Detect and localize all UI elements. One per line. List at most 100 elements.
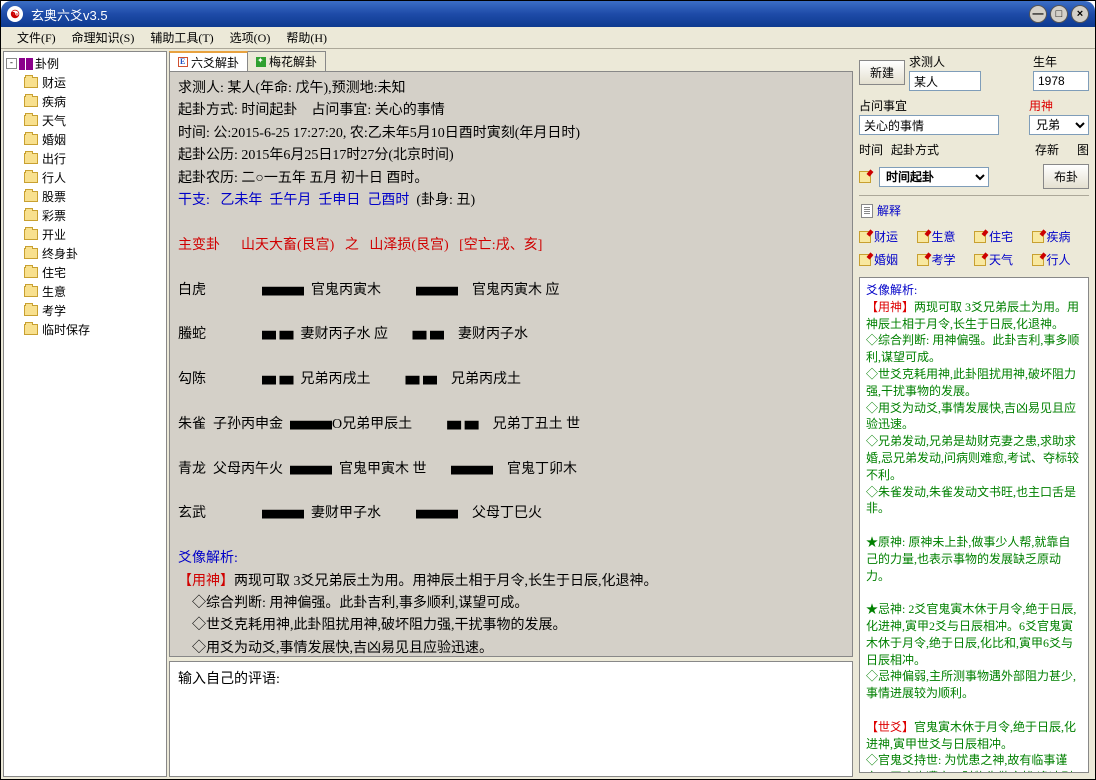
- app-icon: ☯: [7, 6, 23, 22]
- close-button[interactable]: ×: [1071, 5, 1089, 23]
- quicklink-2[interactable]: 住宅: [974, 225, 1032, 248]
- menu-help[interactable]: 帮助(H): [278, 27, 335, 48]
- folder-icon: [24, 153, 38, 164]
- doc-icon: [861, 204, 873, 218]
- tab-meihua-label: 梅花解卦: [269, 53, 317, 70]
- menu-options[interactable]: 选项(O): [222, 27, 279, 48]
- tree-item-5[interactable]: 行人: [24, 168, 164, 187]
- quicklink-1[interactable]: 生意: [917, 225, 975, 248]
- tree-item-label: 股票: [42, 188, 66, 205]
- out-l6c: (卦身: 丑): [416, 193, 475, 208]
- reqperson-input[interactable]: [909, 71, 981, 91]
- tree-item-label: 临时保存: [42, 321, 90, 338]
- hex-6: 玄武 ▅▅▅ 妻财甲子水 ▅▅▅ 父母丁巳火: [178, 506, 542, 521]
- tab-meihua-icon: [256, 57, 266, 67]
- note-icon: [859, 254, 871, 266]
- out-l4: 起卦公历: 2015年6月25日17时27分(北京时间): [178, 148, 454, 163]
- hex-1: 白虎 ▅▅▅ 官鬼丙寅木 ▅▅▅ 官鬼丙寅木 应: [178, 283, 560, 298]
- tab-liuyao[interactable]: 六爻解卦: [169, 51, 248, 71]
- quicklink-5[interactable]: 考学: [917, 248, 975, 271]
- ana-1b: 两现可取 3爻兄弟辰土为用。用神辰土相于月令,长生于日辰,化退神。: [234, 574, 658, 589]
- tree-item-3[interactable]: 婚姻: [24, 130, 164, 149]
- tree-root-label: 卦例: [35, 55, 59, 72]
- menu-file[interactable]: 文件(F): [9, 27, 64, 48]
- res-2: ◇综合判断: 用神偏强。此卦吉利,事多顺利,谋望可成。: [866, 333, 1079, 364]
- time-icon[interactable]: [859, 171, 871, 183]
- tree-item-13[interactable]: 临时保存: [24, 320, 164, 339]
- maximize-button[interactable]: □: [1050, 5, 1068, 23]
- folder-icon: [24, 267, 38, 278]
- content: - 卦例 财运疾病天气婚姻出行行人股票彩票开业终身卦住宅生意考学临时保存 六爻解…: [1, 49, 1095, 779]
- image-label[interactable]: 图: [1077, 141, 1089, 158]
- explain-heading: 解释: [855, 200, 1093, 221]
- res-5: ◇兄弟发动,兄弟是劫财克妻之患,求助求婚,忌兄弟发动,问病则难愈,考试、夺标较不…: [866, 434, 1079, 482]
- tab-meihua[interactable]: 梅花解卦: [247, 51, 326, 71]
- note-icon: [917, 231, 929, 243]
- tree-item-10[interactable]: 住宅: [24, 263, 164, 282]
- tab-liuyao-icon: [178, 57, 188, 67]
- tree-item-11[interactable]: 生意: [24, 282, 164, 301]
- save-label[interactable]: 存新: [1035, 141, 1059, 158]
- tree-item-label: 出行: [42, 150, 66, 167]
- menubar: 文件(F) 命理知识(S) 辅助工具(T) 选项(O) 帮助(H): [1, 27, 1095, 49]
- menu-tools[interactable]: 辅助工具(T): [142, 27, 221, 48]
- menu-knowledge[interactable]: 命理知识(S): [64, 27, 143, 48]
- quicklink-3[interactable]: 疾病: [1032, 225, 1090, 248]
- collapse-icon[interactable]: -: [6, 58, 17, 69]
- reqperson-label: 求测人: [909, 53, 1029, 70]
- comment-box[interactable]: 输入自己的评语:: [169, 661, 853, 777]
- yongshen-select[interactable]: 兄弟: [1029, 115, 1089, 135]
- tree-item-6[interactable]: 股票: [24, 187, 164, 206]
- method-select[interactable]: 时间起卦: [879, 167, 989, 187]
- quicklink-6[interactable]: 天气: [974, 248, 1032, 271]
- res-8: ★忌神: 2爻官鬼寅木休于月令,绝于日辰,化进神,寅甲2爻与日辰相冲。6爻官鬼寅…: [866, 602, 1076, 666]
- result-panel[interactable]: 爻像解析:【用神】两现可取 3爻兄弟辰土为用。用神辰土相于月令,长生于日辰,化退…: [859, 277, 1089, 773]
- note-icon: [974, 231, 986, 243]
- folder-icon: [24, 286, 38, 297]
- tree-item-8[interactable]: 开业: [24, 225, 164, 244]
- tree-item-2[interactable]: 天气: [24, 111, 164, 130]
- note-icon: [917, 254, 929, 266]
- minimize-button[interactable]: —: [1029, 5, 1047, 23]
- yongshen-label: 用神: [1029, 97, 1089, 114]
- folder-icon: [24, 324, 38, 335]
- out-l7: 主变卦 山天大畜(艮宫) 之 山泽损(艮宫) [空亡:戌、亥]: [178, 238, 542, 253]
- book-icon: [19, 58, 33, 70]
- ana-4: ◇用爻为动爻,事情发展快,吉凶易见且应验迅速。: [178, 641, 493, 656]
- tree-item-12[interactable]: 考学: [24, 301, 164, 320]
- folder-icon: [24, 191, 38, 202]
- sidebar-tree[interactable]: - 卦例 财运疾病天气婚姻出行行人股票彩票开业终身卦住宅生意考学临时保存: [3, 51, 167, 777]
- quicklink-label: 婚姻: [874, 251, 898, 268]
- tree-item-9[interactable]: 终身卦: [24, 244, 164, 263]
- note-icon: [974, 254, 986, 266]
- folder-icon: [24, 172, 38, 183]
- titlebar[interactable]: ☯ 玄奥六爻v3.5 — □ ×: [1, 1, 1095, 27]
- quicklink-0[interactable]: 财运: [859, 225, 917, 248]
- tree-root[interactable]: - 卦例: [6, 54, 164, 73]
- quicklink-label: 住宅: [989, 228, 1013, 245]
- cast-button[interactable]: 布卦: [1043, 164, 1089, 189]
- quicklink-4[interactable]: 婚姻: [859, 248, 917, 271]
- tree-item-label: 行人: [42, 169, 66, 186]
- quicklinks: 财运生意 住宅 疾病婚姻 考学 天气行人: [855, 223, 1093, 273]
- output-panel[interactable]: 求测人: 某人(年命: 戊午),预测地:未知 起卦方式: 时间起卦 占问事宜: …: [169, 71, 853, 657]
- year-label: 生年: [1033, 53, 1089, 70]
- quicklink-label: 生意: [932, 228, 956, 245]
- year-input[interactable]: [1033, 71, 1089, 91]
- right-panel: 新建 求测人 生年 占问事宜 用神 兄弟: [855, 51, 1093, 777]
- ana-1a: 【用神】: [178, 574, 234, 589]
- tree-item-7[interactable]: 彩票: [24, 206, 164, 225]
- out-l1: 求测人: 某人(年命: 戊午),预测地:未知: [178, 81, 406, 96]
- tree-item-1[interactable]: 疾病: [24, 92, 164, 111]
- tree-item-label: 疾病: [42, 93, 66, 110]
- matter-input[interactable]: [859, 115, 999, 135]
- tree-item-4[interactable]: 出行: [24, 149, 164, 168]
- quicklink-label: 考学: [932, 251, 956, 268]
- folder-icon: [24, 248, 38, 259]
- ana-2: ◇综合判断: 用神偏强。此卦吉利,事多顺利,谋望可成。: [178, 596, 528, 611]
- tree-item-0[interactable]: 财运: [24, 73, 164, 92]
- new-button[interactable]: 新建: [859, 60, 905, 85]
- tree-item-label: 考学: [42, 302, 66, 319]
- quicklink-7[interactable]: 行人: [1032, 248, 1090, 271]
- ana-3: ◇世爻克耗用神,此卦阻扰用神,破坏阻力强,干扰事物的发展。: [178, 618, 567, 633]
